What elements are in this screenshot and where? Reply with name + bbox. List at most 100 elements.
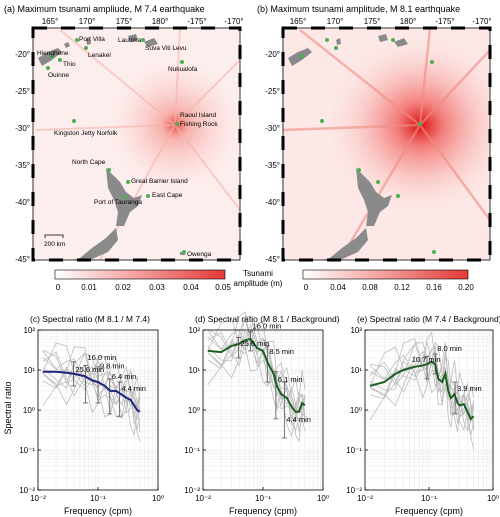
land-new-caledonia <box>288 38 341 66</box>
land-new-zealand-south <box>322 228 368 260</box>
lon-tick-label: 170° <box>79 17 96 26</box>
lon-tick-label: 180° <box>152 17 169 26</box>
y-tick-label: 10² <box>188 326 200 335</box>
error-bar <box>281 381 287 439</box>
map-panel-b: (b) Maximum tsunami amplitude, M 8.1 ear… <box>257 4 492 264</box>
x-tick-label: 10⁰ <box>487 494 499 503</box>
y-tick-label: 10¹ <box>188 366 200 375</box>
x-axis-label: Frequency (cpm) <box>64 506 132 516</box>
plot-title: (c) Spectral ratio (M 8.1 / M 7.4) <box>30 314 150 324</box>
y-tick-label: 10² <box>350 326 362 335</box>
land-fiji <box>128 34 158 47</box>
period-annotation: 9.8 min <box>100 361 125 370</box>
lon-tick-label: 180° <box>400 17 417 26</box>
lat-tick-label: -30° <box>265 124 280 133</box>
x-tick-label: 10⁻² <box>357 494 373 503</box>
x-tick-label: 10⁻¹ <box>255 494 271 503</box>
y-tick-label: 10² <box>23 326 35 335</box>
period-annotation: 25.6 min <box>75 365 104 374</box>
x-axis-label: Frequency (cpm) <box>395 506 463 516</box>
land-fiji <box>378 34 408 47</box>
land-new-zealand-north <box>356 168 392 226</box>
lat-tick-label: -45° <box>15 255 30 264</box>
y-tick-label: 10¹ <box>350 366 362 375</box>
tide-gauge-markers <box>300 38 436 254</box>
plot-title: (e) Spectral ratio (M 7.4 / Background) <box>357 314 500 324</box>
y-tick-label: 10⁻² <box>19 486 35 495</box>
place-label: Ouinne <box>48 72 69 79</box>
scale-bar-label: 200 km <box>44 241 65 248</box>
lon-tick-label: -175° <box>435 17 454 26</box>
spectral-ratio-plot: 25.6 min 16.0 min 8.5 min 6.1 min 4.4 min (d)… <box>184 311 340 516</box>
place-label: Suva Viti Levu <box>145 45 187 52</box>
map-a-lon-tick-labels: 165° 170° 175° 180° -175° -170° <box>42 17 244 26</box>
colorbar-tick-label: 0.04 <box>330 283 346 292</box>
lon-tick-label: 175° <box>116 17 133 26</box>
period-annotation: 8.0 min <box>437 344 462 353</box>
period-annotation: 3.9 min <box>457 384 482 393</box>
lon-tick-label: 170° <box>327 17 344 26</box>
y-tick-label: 10¹ <box>23 366 35 375</box>
period-annotation: 4.4 min <box>121 384 146 393</box>
x-axis-label: Frequency (cpm) <box>229 506 297 516</box>
colorbar-tick-label: 0.04 <box>183 283 199 292</box>
lon-tick-label: -170° <box>224 17 243 26</box>
station-curve <box>369 337 475 428</box>
place-label: Owenga <box>187 251 212 258</box>
period-annotation: 25.6 min <box>240 339 269 348</box>
period-annotation: 6.4 min <box>112 372 137 381</box>
station-curve <box>369 364 475 436</box>
colorbar-a: 0 0.01 0.02 0.03 0.04 0.05 <box>54 269 231 292</box>
lat-tick-label: -40° <box>265 198 280 207</box>
lon-tick-label: 165° <box>290 17 307 26</box>
place-label: Thio <box>63 61 76 68</box>
place-label: Port of Tauranga <box>94 199 142 206</box>
lat-tick-label: -25° <box>15 87 30 96</box>
panel-b-title: (b) Maximum tsunami amplitude, M 8.1 ear… <box>257 4 460 14</box>
period-annotation: 6.1 min <box>278 375 303 384</box>
y-tick-label: 10⁻¹ <box>184 446 200 455</box>
land-new-caledonia <box>38 38 91 66</box>
colorbar-tick-label: 0.02 <box>115 283 131 292</box>
station-curve <box>207 337 306 443</box>
tide-gauge-markers <box>46 38 186 254</box>
y-tick-label: 10⁻² <box>184 486 200 495</box>
place-label: Great Barrier Island <box>131 178 188 185</box>
place-label: Hienghene <box>37 50 69 57</box>
lat-tick-label: -30° <box>15 124 30 133</box>
colorbar-tick-label: 0.08 <box>362 283 378 292</box>
place-label: Lautoka <box>118 37 142 44</box>
lat-tick-label: -45° <box>265 255 280 264</box>
lon-tick-label: 175° <box>364 17 381 26</box>
station-curve <box>207 311 305 419</box>
x-tick-label: 10⁰ <box>152 494 164 503</box>
station-curve <box>369 341 475 422</box>
y-tick-label: 10⁻² <box>346 486 362 495</box>
map-a-place-labels: Port Villa Lautoka Hienghene Lenakel Suv… <box>37 36 218 258</box>
period-annotation: 4.4 min <box>286 415 311 424</box>
x-tick-label: 10⁻¹ <box>421 494 437 503</box>
error-bar <box>248 331 254 352</box>
x-tick-label: 10⁻¹ <box>90 494 106 503</box>
colorbar-label-line2: amplitude (m) <box>234 279 283 288</box>
colorbar-tick-label: 0.03 <box>149 283 165 292</box>
lon-tick-label: -175° <box>187 17 206 26</box>
mean-spectral-ratio-line <box>207 337 306 413</box>
error-bar <box>424 355 430 380</box>
error-bar <box>116 381 122 417</box>
map-b-lat-tick-labels: -20° -25° -30° -35° -40° -45° <box>265 50 280 264</box>
colorbar-label-line1: Tsunami <box>243 269 273 278</box>
land-chatham-islands <box>180 252 185 255</box>
lon-tick-label: 165° <box>42 17 59 26</box>
lon-tick-label: -170° <box>472 17 491 26</box>
tsunami-rays <box>283 28 490 260</box>
colorbar-tick-label: 0.20 <box>458 283 474 292</box>
lat-tick-label: -25° <box>265 87 280 96</box>
place-label: East Cape <box>152 192 183 199</box>
y-tick-label: 10⁰ <box>23 406 35 415</box>
map-panel-a: (a) Maximum tsunami ampliude, M 7.4 eart… <box>4 4 244 264</box>
spectral-ratio-plot: 10.7 min 8.0 min 3.9 min (e) Spectral ratio… <box>346 314 500 516</box>
